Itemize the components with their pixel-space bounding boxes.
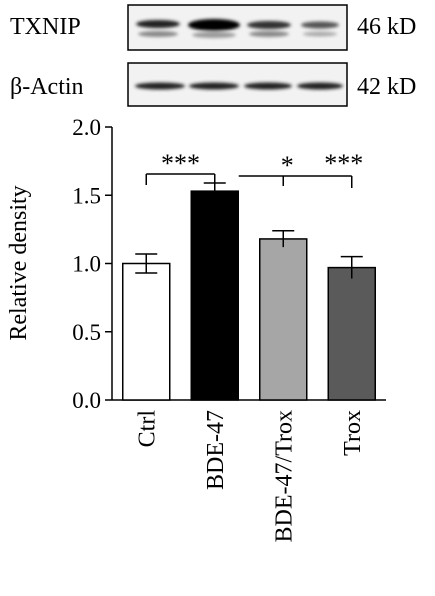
y-tick-label: 2.0 [72,115,101,140]
y-tick-label: 0.0 [72,388,101,413]
significance-label: *** [161,149,200,178]
y-tick-label: 1.0 [72,252,101,277]
bar [259,238,308,401]
y-tick-label: 0.5 [72,320,101,345]
x-tick-label: BDE-47 [203,410,229,490]
blot-size: 42 kD [357,74,416,100]
western-blot: TXNIP 46 kD β-Actin 42 kD [10,4,416,107]
bar [190,190,239,401]
blot-bands [136,19,339,38]
bar [122,262,171,401]
bar [327,266,376,401]
blot-size: 46 kD [357,14,416,40]
x-tick-label: BDE-47/Trox [271,410,297,542]
blot-bands [135,82,343,90]
y-axis-label: Relative density [6,185,32,340]
blot-label: β-Actin [10,74,84,100]
x-tick-label: Ctrl [134,410,160,448]
significance-label: * [281,151,294,180]
significance-label: *** [324,149,363,178]
x-tick-label: Trox [340,410,366,456]
blot-label: TXNIP [10,14,81,40]
y-tick-label: 1.5 [72,183,101,208]
